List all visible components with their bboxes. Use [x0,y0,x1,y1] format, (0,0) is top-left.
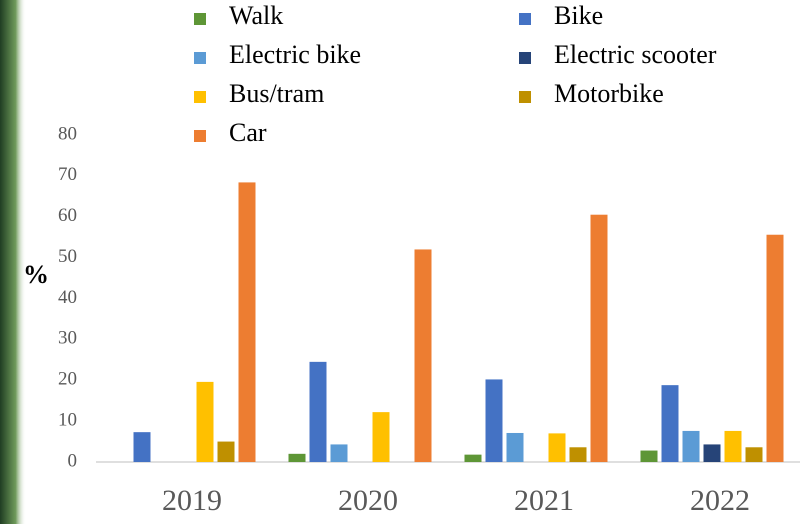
x-tick-label: 2020 [338,484,398,517]
bar [289,454,306,462]
y-tick-label: 10 [58,409,77,430]
bar [662,385,679,462]
y-tick-label: 20 [58,369,77,390]
legend-swatch [194,52,206,64]
x-tick-label: 2022 [690,484,750,517]
bar [310,362,327,462]
bar [331,444,348,462]
y-tick-label: 30 [58,328,77,349]
x-tick-label: 2021 [514,484,574,517]
y-tick-label: 0 [68,450,78,471]
y-tick-label: 40 [58,287,77,308]
bar [570,447,587,462]
y-tick-label: 70 [58,164,77,185]
bar [746,447,763,462]
bar [704,444,721,462]
legend-label: Walk [229,1,283,30]
bar [725,431,742,462]
bar [239,182,256,462]
page: % 0 10 20 30 40 50 60 70 80 2019 2020 2021 2022 Walk B… [0,0,808,524]
legend-swatch [519,52,531,64]
bar [549,433,566,462]
y-axis-label: % [23,260,49,289]
legend-label: Motorbike [554,79,664,108]
bar [134,432,151,462]
bar [507,433,524,462]
y-tick-label: 50 [58,246,77,267]
legend-label: Car [229,118,267,147]
legend-label: Bus/tram [229,79,324,108]
bar [415,249,432,462]
legend-swatch [194,13,206,25]
bar [197,382,214,462]
chart: % 0 10 20 30 40 50 60 70 80 2019 2020 2021 2022 Walk B… [0,0,808,524]
bar [767,235,784,462]
legend-label: Electric scooter [554,40,717,69]
bar [373,412,390,462]
y-tick-label: 80 [58,123,77,144]
legend-label: Electric bike [229,40,361,69]
legend-swatch [194,91,206,103]
legend-swatch [194,130,206,142]
bar [683,431,700,462]
bar [218,442,235,462]
legend-swatch [519,91,531,103]
y-tick-label: 60 [58,205,77,226]
legend-label: Bike [554,1,603,30]
bar [465,455,482,462]
x-tick-label: 2019 [162,484,222,517]
bar [486,379,503,462]
legend-swatch [519,13,531,25]
bar [591,215,608,462]
bar [641,451,658,462]
